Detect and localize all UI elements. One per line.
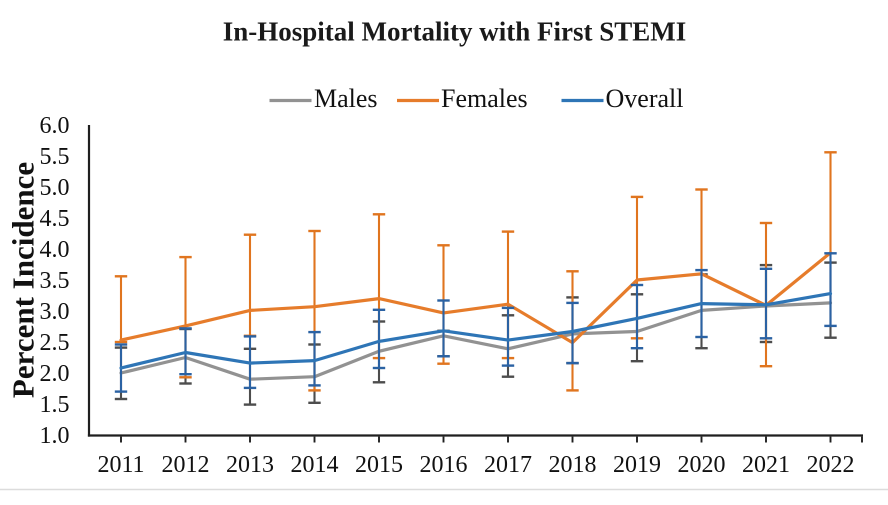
svg-text:5.5: 5.5 [40, 144, 70, 170]
svg-text:4.5: 4.5 [40, 206, 70, 232]
svg-text:2015: 2015 [355, 452, 403, 478]
svg-text:3.0: 3.0 [40, 299, 70, 325]
svg-text:1.5: 1.5 [40, 392, 70, 418]
svg-text:In-Hospital Mortality with Fir: In-Hospital Mortality with First STEMI [223, 17, 687, 47]
svg-text:2019: 2019 [613, 452, 661, 478]
svg-text:4.0: 4.0 [40, 237, 70, 263]
svg-text:2.5: 2.5 [40, 330, 70, 356]
svg-text:Males: Males [314, 84, 378, 113]
svg-text:2021: 2021 [742, 452, 790, 478]
svg-text:3.5: 3.5 [40, 268, 70, 294]
svg-text:2016: 2016 [420, 452, 468, 478]
svg-text:6.0: 6.0 [40, 113, 70, 139]
svg-text:2014: 2014 [291, 452, 339, 478]
svg-text:2022: 2022 [807, 452, 855, 478]
svg-text:2018: 2018 [549, 452, 597, 478]
svg-text:2017: 2017 [484, 452, 532, 478]
svg-text:Percent Incidence: Percent Incidence [6, 162, 41, 398]
svg-text:Overall: Overall [606, 84, 684, 113]
svg-text:2.0: 2.0 [40, 361, 70, 387]
svg-text:Females: Females [441, 84, 528, 113]
svg-text:5.0: 5.0 [40, 175, 70, 201]
svg-text:2013: 2013 [226, 452, 274, 478]
svg-text:2011: 2011 [97, 452, 144, 478]
svg-text:1.0: 1.0 [40, 423, 70, 449]
svg-text:2012: 2012 [162, 452, 210, 478]
svg-text:2020: 2020 [678, 452, 726, 478]
